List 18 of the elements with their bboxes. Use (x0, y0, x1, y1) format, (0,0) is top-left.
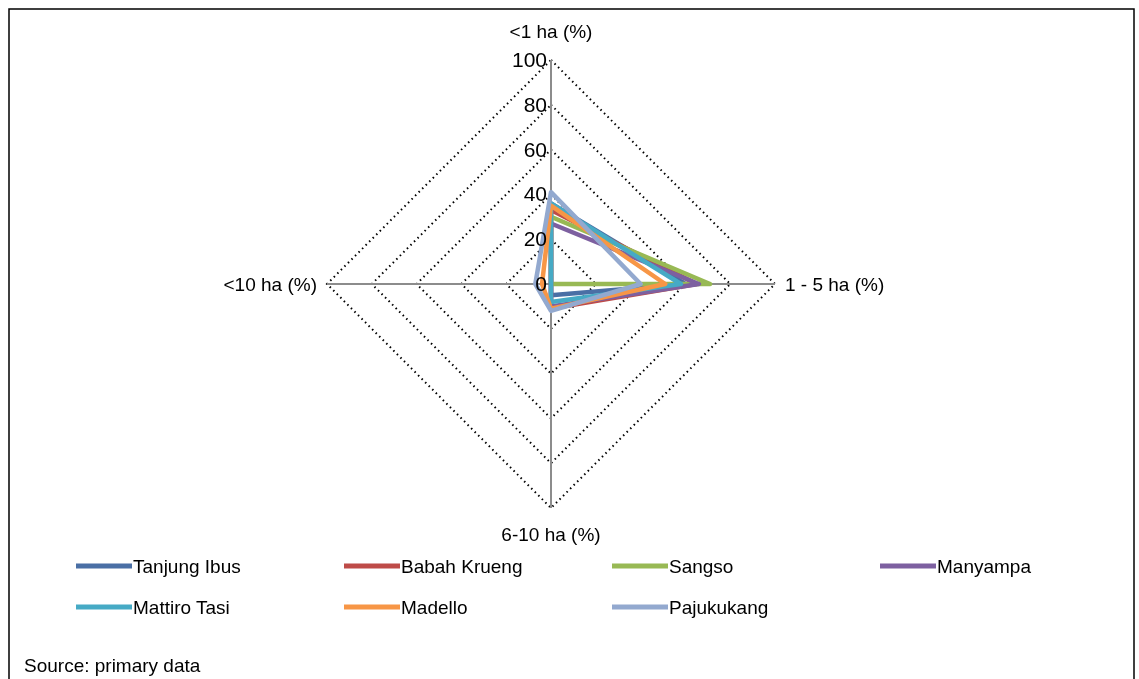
legend-label: Sangso (669, 556, 734, 577)
y-tick-label: 100 (511, 48, 547, 71)
spoke-label: 1 - 5 ha (%) (785, 274, 885, 295)
legend-label: Tanjung Ibus (133, 556, 241, 577)
spoke-label: <1 ha (%) (509, 21, 593, 42)
legend-label: Pajukukang (669, 597, 769, 618)
y-tick-label: 80 (523, 92, 547, 116)
legend-label: Babah Krueng (401, 556, 523, 577)
legend-label: Mattiro Tasi (133, 597, 230, 618)
source-note: Source: primary data (24, 655, 201, 676)
y-tick-label: 20 (523, 227, 547, 251)
legend-label: Madello (401, 597, 468, 618)
y-tick-label: 0 (535, 272, 547, 295)
spoke-label: <10 ha (%) (223, 274, 317, 295)
legend-label: Manyampa (937, 556, 1032, 577)
y-tick-label: 40 (523, 182, 547, 206)
y-tick-label: 60 (523, 137, 547, 161)
spoke-label: 6-10 ha (%) (501, 524, 601, 545)
